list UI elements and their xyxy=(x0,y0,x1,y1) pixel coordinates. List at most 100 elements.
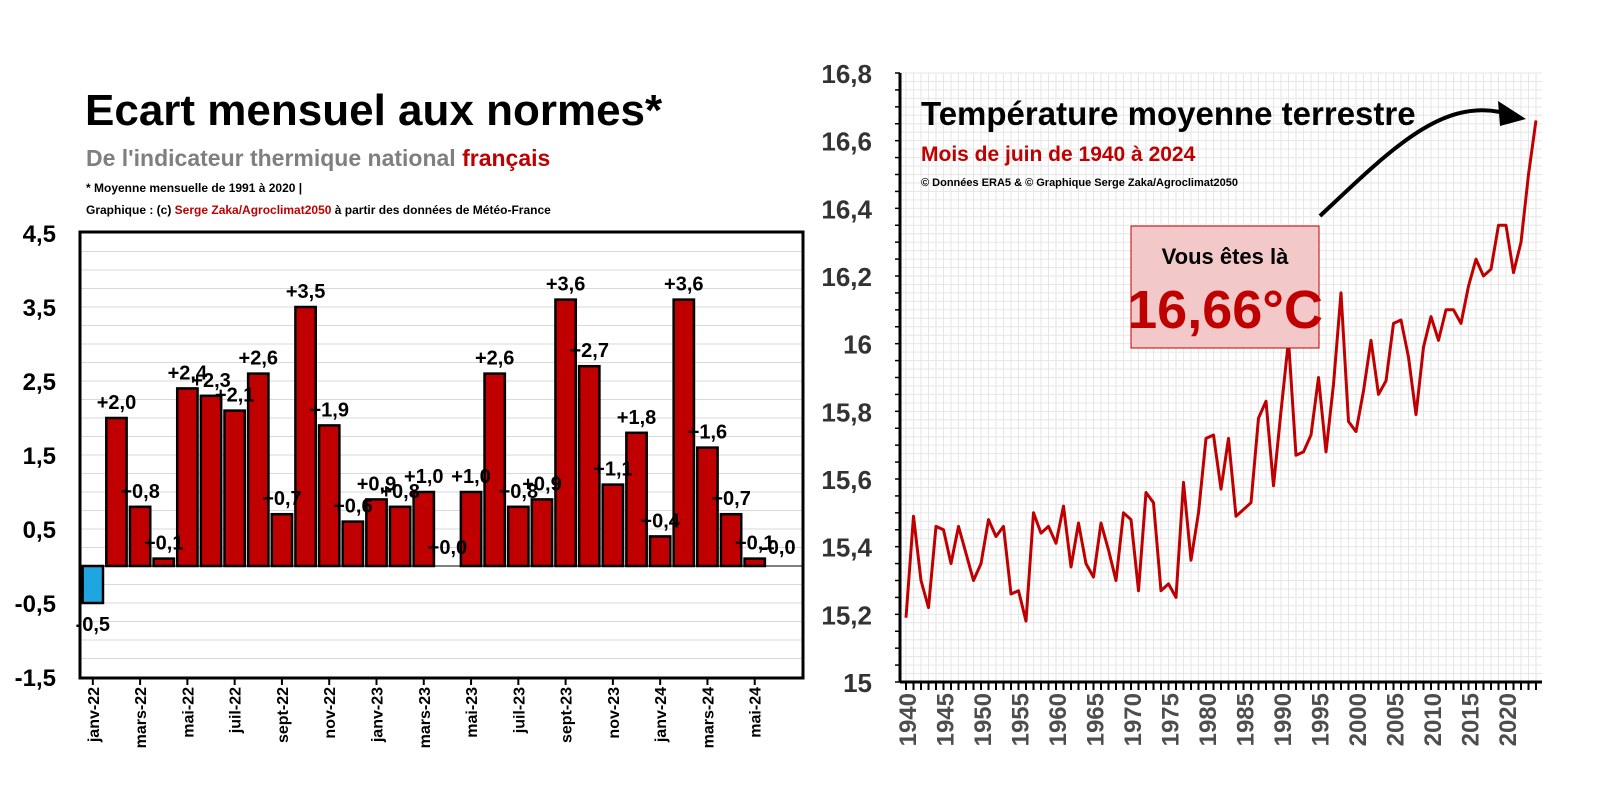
left-data-label: +1,1 xyxy=(593,459,632,481)
left-x-tick-label: juil-22 xyxy=(228,687,245,734)
left-chart-data-labels: -0,5 +2,0 +0,8 +0,1 +2,4+2,3+2,1 +2,6 +0,7 +3,5… xyxy=(76,274,796,636)
left-bar xyxy=(223,409,247,568)
right-y-tick-label: 16,8 xyxy=(821,59,872,89)
left-chart-title: Ecart mensuel aux normes* xyxy=(85,86,663,135)
left-bar xyxy=(554,298,578,568)
left-bar xyxy=(317,424,341,568)
right-chart-title: Température moyenne terrestre xyxy=(921,95,1416,132)
left-chart-credit: Graphique : (c) Serge Zaka/Agroclimat205… xyxy=(86,203,551,217)
left-data-label: +3,5 xyxy=(286,281,325,303)
left-bar xyxy=(625,431,648,568)
left-data-label: +0,0 xyxy=(428,537,467,559)
left-x-tick-label: nov-23 xyxy=(606,687,623,739)
right-x-tick-label: 2015 xyxy=(1458,693,1485,746)
right-x-tick-label: 2000 xyxy=(1345,693,1372,746)
left-data-label: +1,9 xyxy=(309,399,348,421)
left-credit-prefix: Graphique : (c) xyxy=(86,203,175,217)
left-bar xyxy=(459,490,483,568)
left-data-label: +2,1 xyxy=(215,385,254,407)
left-data-label: +0,8 xyxy=(120,481,159,503)
right-chart-x-axis: 1940 1945 1950 1955 1960 1965 1970 1975 1980 1985… xyxy=(895,693,1522,746)
left-bar xyxy=(199,394,223,568)
left-data-label: +0,1 xyxy=(735,533,774,555)
right-y-tick-label: 15,6 xyxy=(821,465,872,495)
left-plot-frame xyxy=(78,230,805,680)
left-x-tick-label: mars-22 xyxy=(133,687,150,748)
left-bar xyxy=(743,557,767,568)
left-chart-x-axis: janv-22 mars-22 mai-22 juil-22 sept-22 nov-22… xyxy=(86,677,765,748)
right-x-tick-label: 1965 xyxy=(1083,693,1110,746)
right-chart-panel: 15 15,2 15,4 15,6 15,8 16 16,2 16,4 16,6 16,8 194… xyxy=(821,59,1542,746)
left-credit-suffix: à partir des données de Météo-France xyxy=(331,203,551,217)
right-y-tick-label: 15,4 xyxy=(821,533,872,563)
left-y-tick-label: 2,5 xyxy=(23,369,56,396)
left-x-tick-label: juil-23 xyxy=(511,687,528,734)
left-x-tick-label: mai-22 xyxy=(180,687,197,738)
left-bar xyxy=(246,372,270,568)
left-data-label: +1,6 xyxy=(688,422,727,444)
left-x-tick-label: mars-24 xyxy=(700,687,717,748)
left-bar xyxy=(648,535,672,568)
right-y-tick-label: 16,6 xyxy=(821,127,872,157)
left-data-label: +2,7 xyxy=(570,340,609,362)
left-x-tick-label: janv-23 xyxy=(369,687,386,743)
left-bar xyxy=(412,490,436,568)
left-data-label: +0,9 xyxy=(522,473,561,495)
left-bar xyxy=(270,512,294,568)
left-bar xyxy=(506,505,530,568)
right-y-tick-label: 16,2 xyxy=(821,262,872,292)
right-x-tick-label: 1945 xyxy=(933,693,960,746)
annotation-arrow-head xyxy=(1498,101,1526,126)
left-bar xyxy=(388,505,412,568)
left-chart-y-axis: -1,5 -0,5 0,5 1,5 2,5 3,5 4,5 xyxy=(15,221,56,692)
left-bar xyxy=(152,557,176,568)
annotation-box: Vous êtes là 16,66°C xyxy=(1127,225,1323,349)
left-bar xyxy=(175,387,199,568)
right-y-tick-label: 16,4 xyxy=(821,194,872,224)
left-y-tick-label: 4,5 xyxy=(23,221,56,248)
right-chart-series-line xyxy=(904,120,1538,623)
right-chart-axes xyxy=(895,72,1542,690)
right-y-tick-label: 15,2 xyxy=(821,600,872,630)
left-data-label: +2,6 xyxy=(475,348,514,370)
left-bar xyxy=(81,564,105,605)
left-bar xyxy=(577,364,601,568)
left-chart-panel: Ecart mensuel aux normes* De l'indicateu… xyxy=(15,86,805,748)
left-data-label: +0,6 xyxy=(333,496,372,518)
right-chart-credit: © Données ERA5 & © Graphique Serge Zaka/… xyxy=(921,177,1238,189)
left-bar xyxy=(128,505,152,568)
left-data-label: +0,7 xyxy=(711,488,750,510)
left-bar xyxy=(341,520,365,568)
left-credit-author: Serge Zaka/Agroclimat2050 xyxy=(175,203,332,217)
left-bar xyxy=(601,483,625,568)
left-bar xyxy=(365,498,388,568)
left-bar xyxy=(530,498,554,568)
left-data-label: +2,3 xyxy=(191,370,230,392)
right-chart-y-axis: 15 15,2 15,4 15,6 15,8 16 16,2 16,4 16,6 16,8 xyxy=(821,59,872,698)
left-data-label: +0,8 xyxy=(499,481,538,503)
left-chart-note: * Moyenne mensuelle de 1991 à 2020 | xyxy=(86,181,302,195)
left-x-tick-label: sept-23 xyxy=(559,687,576,743)
left-chart-subtitle: De l'indicateur thermique national franç… xyxy=(86,145,550,171)
left-y-tick-label: -1,5 xyxy=(15,665,56,692)
left-x-tick-label: mai-23 xyxy=(464,687,481,738)
left-y-tick-label: 1,5 xyxy=(23,443,56,470)
left-bar xyxy=(483,372,507,568)
left-bar xyxy=(672,298,696,568)
left-data-label: +1,8 xyxy=(617,407,656,429)
right-x-tick-label: 2005 xyxy=(1383,693,1410,746)
left-y-tick-label: 0,5 xyxy=(23,517,56,544)
left-data-label: +2,6 xyxy=(239,348,278,370)
left-bar xyxy=(294,305,317,568)
left-subtitle-prefix: De l'indicateur thermique national xyxy=(86,145,462,171)
right-x-tick-label: 1995 xyxy=(1308,693,1335,746)
left-chart-bars xyxy=(81,298,767,605)
left-data-label: +3,6 xyxy=(546,274,585,296)
left-y-tick-label: -0,5 xyxy=(15,591,56,618)
right-x-tick-label: 1980 xyxy=(1195,693,1222,746)
left-data-label: +3,6 xyxy=(664,274,703,296)
left-data-label: -0,5 xyxy=(76,614,110,636)
annotation-box-label: Vous êtes là xyxy=(1162,244,1290,269)
left-data-label: +1,0 xyxy=(404,466,443,488)
right-x-tick-label: 1970 xyxy=(1120,693,1147,746)
